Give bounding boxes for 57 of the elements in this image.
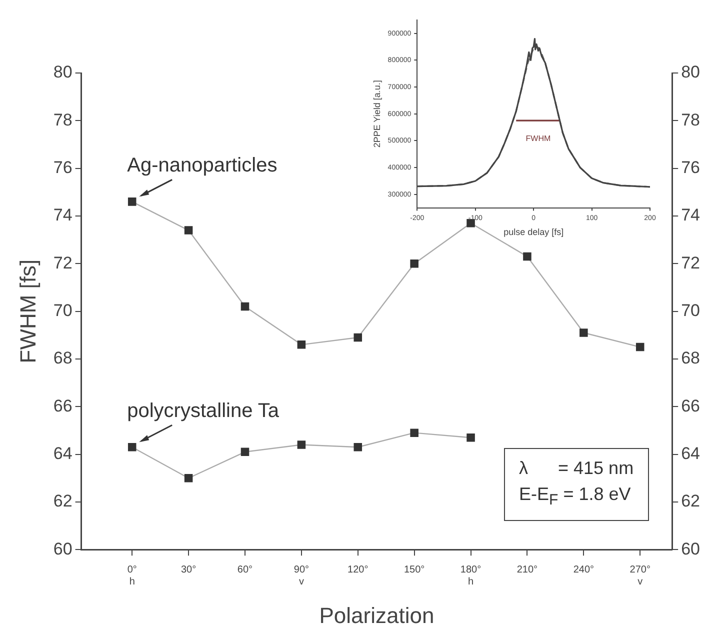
x-tick-label: 270° v [630, 564, 650, 588]
annotation: polycrystalline Ta [127, 400, 280, 422]
x-tick-label: 180° h [460, 564, 482, 588]
y2-tick-label: 78 [681, 110, 700, 130]
y-tick-label: 62 [53, 492, 72, 511]
x-tick-label: 30° [180, 564, 196, 576]
y-tick-label: 64 [53, 444, 72, 463]
x-axis-title: pulse delay [fs] [504, 227, 564, 238]
y-tick-label: 78 [53, 110, 72, 130]
y2-tick-label: 76 [681, 158, 700, 178]
point [354, 442, 362, 452]
x-tick-label: 60° [237, 564, 253, 576]
x-tick-label: 240° [573, 564, 594, 576]
point [410, 260, 418, 268]
y2-tick-label: 66 [681, 396, 700, 416]
point [297, 440, 306, 449]
y-tick-label: 60 [53, 539, 72, 558]
y2-tick-label: 70 [681, 300, 700, 320]
x-tick-label: 150° [404, 564, 425, 576]
y-tick-label: 74 [53, 206, 72, 225]
y-tick-label: 70 [53, 300, 72, 320]
point [354, 333, 362, 342]
annotation: FWHM [526, 134, 552, 143]
y2-tick-label: 60 [681, 539, 700, 558]
y2-tick-label: 64 [681, 444, 700, 463]
x-tick-label: 0° h [127, 564, 137, 588]
y-tick-label: 76 [53, 158, 72, 178]
point [240, 302, 250, 311]
y2-tick-label: 62 [681, 492, 700, 511]
point [410, 428, 418, 437]
point [580, 328, 588, 337]
annotation: λ = 415 nm [519, 457, 634, 480]
x-axis-title: Polarization [319, 602, 434, 628]
y-axis-title: 2PPE Yield [a.u.] [372, 80, 382, 148]
y2-tick-label: 68 [681, 348, 700, 368]
y-tick-label: 72 [53, 253, 72, 272]
x-tick-label: 120° [348, 564, 368, 576]
point [240, 448, 250, 456]
point [184, 474, 193, 482]
y2-tick-label: 74 [681, 206, 700, 225]
point [466, 433, 475, 442]
y-tick-label: 66 [53, 396, 72, 416]
point [523, 252, 532, 261]
point [636, 342, 644, 352]
y2-tick-label: 72 [681, 253, 700, 272]
y-tick-label: 68 [53, 348, 72, 368]
point [128, 198, 136, 206]
y2-tick-label: 80 [681, 62, 700, 82]
y-axis-title: FWHM [fs] [15, 259, 40, 364]
x-tick-label: 90° v [294, 564, 310, 588]
point [184, 226, 193, 234]
y-tick-label: 80 [53, 62, 72, 82]
annotation: Ag-nanoparticles [127, 154, 278, 177]
point [128, 442, 136, 452]
x-tick-label: 210° [516, 564, 538, 576]
annotation: E-E$_{F}$ = 1.8 eV [519, 483, 632, 511]
point [297, 340, 306, 349]
